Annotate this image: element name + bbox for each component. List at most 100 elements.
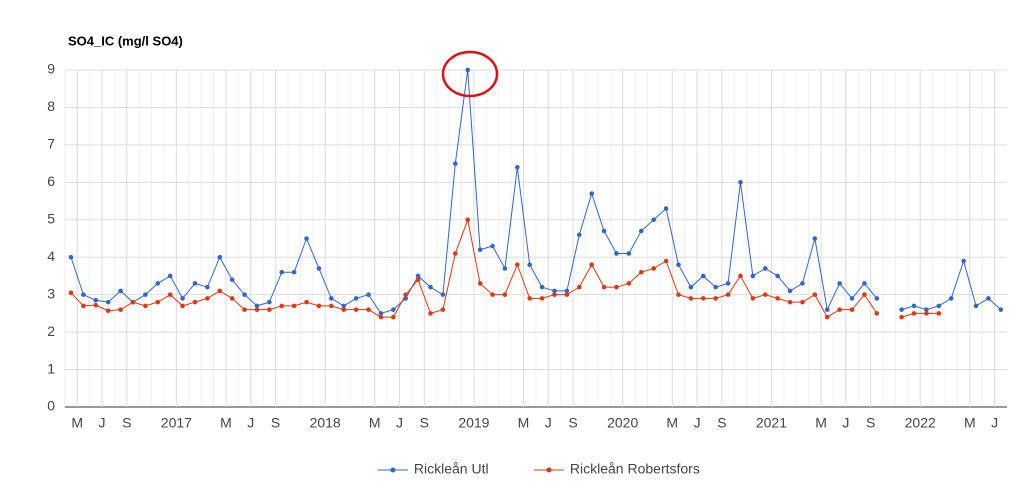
y-tick-label: 5 bbox=[47, 210, 55, 226]
y-tick-label: 7 bbox=[47, 136, 55, 152]
data-point bbox=[626, 251, 632, 256]
data-point bbox=[167, 273, 173, 279]
data-point bbox=[601, 228, 607, 234]
data-point bbox=[762, 292, 768, 297]
data-point bbox=[68, 290, 74, 296]
data-point bbox=[800, 299, 805, 305]
data-point bbox=[676, 262, 681, 268]
data-point bbox=[663, 206, 669, 211]
data-point bbox=[824, 314, 830, 320]
data-point bbox=[279, 269, 285, 275]
data-point bbox=[638, 269, 644, 275]
data-point bbox=[775, 273, 780, 279]
data-point bbox=[725, 292, 731, 297]
data-point bbox=[242, 307, 247, 312]
x-tick-label: M bbox=[815, 415, 827, 431]
x-tick-label: S bbox=[122, 415, 131, 431]
x-tick-label: M bbox=[964, 415, 976, 431]
data-point bbox=[775, 296, 780, 301]
data-point bbox=[267, 307, 272, 312]
data-point bbox=[539, 284, 545, 290]
legend-label: Rickleån Utl bbox=[414, 461, 489, 477]
data-point bbox=[155, 299, 161, 305]
data-point bbox=[651, 266, 656, 271]
data-point bbox=[738, 273, 743, 279]
data-point bbox=[353, 296, 359, 301]
data-point bbox=[341, 303, 347, 309]
data-point bbox=[453, 251, 458, 256]
data-point bbox=[713, 284, 718, 290]
plot bbox=[68, 67, 1004, 320]
data-point bbox=[849, 296, 855, 301]
x-tick-label: J bbox=[396, 415, 403, 431]
x-tick-label: 2018 bbox=[310, 415, 341, 431]
data-point bbox=[614, 251, 619, 256]
data-point bbox=[279, 303, 285, 309]
x-tick-label: 2019 bbox=[458, 415, 489, 431]
x-tick-label: J bbox=[247, 415, 254, 431]
data-point bbox=[576, 284, 582, 290]
data-point bbox=[304, 299, 309, 305]
data-point bbox=[490, 292, 495, 297]
data-point bbox=[837, 307, 842, 312]
data-point bbox=[130, 299, 136, 305]
data-point bbox=[862, 281, 867, 286]
x-tick-label: M bbox=[369, 415, 381, 431]
data-point bbox=[316, 266, 322, 271]
x-tick-label: J bbox=[545, 415, 552, 431]
data-point bbox=[477, 247, 483, 253]
data-point bbox=[366, 292, 371, 297]
data-point bbox=[93, 297, 99, 303]
data-point bbox=[81, 292, 86, 297]
data-point bbox=[105, 308, 111, 314]
y-tick-label: 3 bbox=[47, 285, 55, 301]
data-point bbox=[242, 292, 247, 297]
x-tick-label: M bbox=[71, 415, 83, 431]
x-tick-label: 2021 bbox=[756, 415, 787, 431]
chart-title: SO4_IC (mg/l SO4) bbox=[68, 33, 183, 48]
y-tick-label: 0 bbox=[47, 398, 55, 414]
data-point bbox=[341, 307, 347, 312]
legend-marker bbox=[546, 467, 552, 473]
data-point bbox=[217, 254, 223, 260]
data-point bbox=[254, 303, 260, 309]
data-point bbox=[961, 258, 966, 264]
data-point bbox=[589, 262, 594, 268]
data-point bbox=[391, 307, 396, 312]
x-tick-label: S bbox=[568, 415, 577, 431]
data-point bbox=[750, 273, 756, 279]
data-point bbox=[651, 217, 656, 223]
data-point bbox=[155, 281, 161, 286]
data-point bbox=[428, 311, 433, 316]
x-tick-label: S bbox=[717, 415, 726, 431]
data-point bbox=[837, 281, 842, 286]
data-point bbox=[911, 303, 917, 309]
data-point bbox=[626, 281, 632, 286]
data-point bbox=[986, 296, 991, 301]
data-point bbox=[229, 277, 235, 282]
data-point bbox=[391, 314, 396, 320]
data-point bbox=[998, 307, 1004, 312]
data-point bbox=[143, 292, 148, 297]
grid bbox=[64, 69, 1007, 408]
data-point bbox=[118, 307, 123, 312]
data-point bbox=[601, 284, 607, 290]
data-point bbox=[552, 292, 557, 297]
data-point bbox=[614, 284, 619, 290]
data-point bbox=[180, 296, 185, 301]
data-point bbox=[143, 303, 148, 309]
data-point bbox=[899, 307, 904, 312]
data-point bbox=[688, 284, 694, 290]
data-point bbox=[192, 299, 198, 305]
x-tick-label: J bbox=[842, 415, 849, 431]
y-tick-label: 8 bbox=[47, 98, 55, 114]
data-point bbox=[663, 258, 669, 264]
data-point bbox=[700, 273, 706, 279]
data-point bbox=[552, 288, 557, 294]
data-point bbox=[564, 288, 570, 294]
data-point bbox=[93, 302, 99, 308]
data-point bbox=[576, 232, 582, 238]
data-point bbox=[824, 307, 830, 312]
data-point bbox=[403, 292, 409, 297]
